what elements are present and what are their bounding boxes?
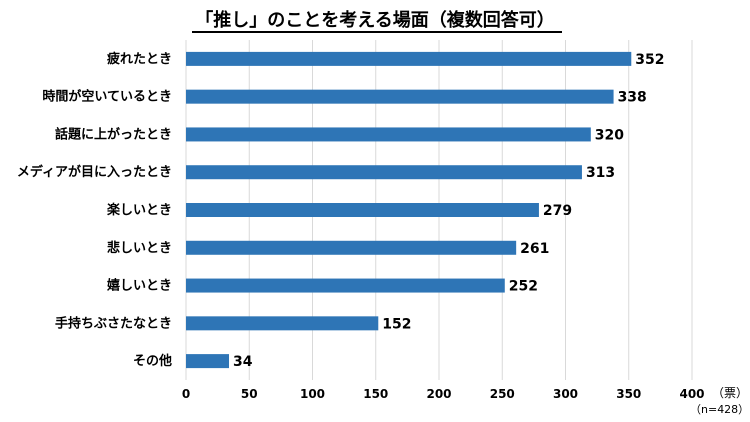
value-labels: 352 338 320 313 279 261 252 152 34 xyxy=(233,52,665,370)
value-label-6: 252 xyxy=(509,279,538,295)
value-label-3: 313 xyxy=(586,165,615,181)
category-labels: 疲れたとき時間が空いているとき話題に上がったときメディアが目に入ったとき楽しいと… xyxy=(17,51,172,369)
bar-1 xyxy=(186,89,614,104)
value-label-4: 279 xyxy=(543,203,572,219)
bars xyxy=(186,51,632,369)
value-label-1: 338 xyxy=(618,90,647,106)
x-tick-100: 100 xyxy=(300,387,325,401)
x-tick-350: 350 xyxy=(616,387,641,401)
value-label-0: 352 xyxy=(635,52,664,68)
category-label-2: 話題に上がったとき xyxy=(55,126,172,142)
x-tick-250: 250 xyxy=(490,387,515,401)
sample-size-note: （n=428） xyxy=(690,403,749,416)
x-tick-0: 0 xyxy=(182,387,190,401)
value-label-5: 261 xyxy=(520,241,549,257)
chart-title: 「推し」のことを考える場面（複数回答可） xyxy=(195,9,554,31)
value-label-8: 34 xyxy=(233,354,253,370)
x-tick-50: 50 xyxy=(241,387,258,401)
bar-3 xyxy=(186,165,582,180)
bar-7 xyxy=(186,316,379,331)
category-label-4: 楽しいとき xyxy=(106,202,172,218)
x-tick-300: 300 xyxy=(553,387,578,401)
category-label-6: 嬉しいとき xyxy=(107,278,172,294)
bar-4 xyxy=(186,203,539,217)
bar-6 xyxy=(186,278,505,293)
bar-8 xyxy=(186,354,230,369)
category-label-8: その他 xyxy=(133,353,172,369)
value-label-2: 320 xyxy=(595,127,624,143)
category-label-1: 時間が空いているとき xyxy=(42,89,172,105)
bar-0 xyxy=(186,51,632,66)
x-tick-400: 400 xyxy=(679,387,704,401)
bar-5 xyxy=(186,240,517,255)
x-tick-labels: 0 50 100 150 200 250 300 350 400 xyxy=(182,387,705,401)
bar-2 xyxy=(186,127,591,142)
x-tick-200: 200 xyxy=(426,387,451,401)
category-label-5: 悲しいとき xyxy=(107,240,172,256)
category-label-7: 手持ちぶさたなとき xyxy=(55,315,172,331)
value-label-7: 152 xyxy=(382,316,411,332)
category-label-0: 疲れたとき xyxy=(107,51,172,67)
x-unit-label: （票） xyxy=(712,386,748,400)
category-label-3: メディアが目に入ったとき xyxy=(17,164,172,180)
x-tick-150: 150 xyxy=(363,387,388,401)
